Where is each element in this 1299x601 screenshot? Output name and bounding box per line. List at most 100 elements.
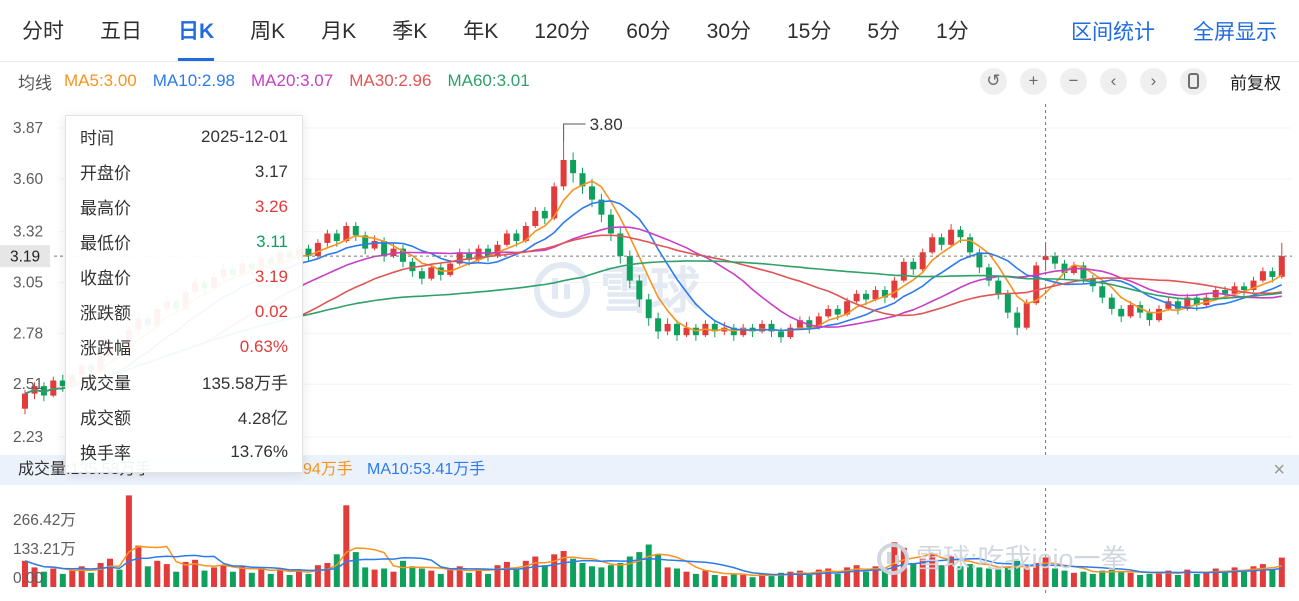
fullscreen-link[interactable]: 全屏显示 <box>1193 20 1277 44</box>
period-toolbar: 分时 五日 日K 周K 月K 季K 年K 120分 60分 30分 15分 5分 1分 区间统计 全屏显示 <box>0 0 1299 62</box>
volume-bar <box>277 568 284 587</box>
volume-bar <box>1080 571 1087 587</box>
chart-control-icons: ↺ + − ‹ › <box>980 67 1207 95</box>
tab-timeline[interactable]: 分时 <box>22 20 64 43</box>
volume-bar <box>910 563 917 587</box>
undo-icon[interactable]: ↺ <box>980 67 1007 95</box>
volume-bar <box>560 551 567 587</box>
candle-body <box>1023 303 1030 328</box>
volume-bar <box>948 556 955 587</box>
ma-legend-item-5: MA5:3.00 <box>64 71 137 90</box>
candle-body <box>683 327 690 336</box>
zoom-in-icon[interactable]: + <box>1020 67 1047 95</box>
volume-bar <box>1004 566 1011 587</box>
tab-5min[interactable]: 5分 <box>867 20 901 43</box>
volume-bar <box>787 571 794 587</box>
candle-body <box>381 241 388 257</box>
tooltip-row: 开盘价 3.17 <box>66 154 302 189</box>
volume-bar <box>645 544 652 587</box>
candle-body <box>1222 290 1229 294</box>
candle-body <box>343 226 350 242</box>
candle-tooltip: 时间 2025-12-01 开盘价 3.17 最高价 3.26 最低价 3.11 收盘价 3.19… <box>65 115 303 473</box>
volume-bar <box>863 571 869 587</box>
price-axis-label: 3.87 <box>13 120 43 137</box>
volume-bar <box>844 567 851 587</box>
tooltip-label: 最低价 <box>80 234 131 253</box>
candle-body <box>664 323 671 332</box>
tooltip-label: 涨跌幅 <box>80 339 131 358</box>
scroll-right-icon[interactable]: › <box>1140 67 1167 95</box>
tab-60min[interactable]: 60分 <box>626 20 671 43</box>
volume-ma10-label: MA10:53.41万手 <box>367 461 486 478</box>
tab-monthly-k[interactable]: 月K <box>321 20 357 43</box>
price-axis-label: 3.60 <box>13 171 44 188</box>
volume-bar <box>1278 557 1285 587</box>
toolbar-links: 区间统计 全屏显示 <box>1071 0 1277 61</box>
tab-five-day[interactable]: 五日 <box>100 20 142 43</box>
volume-bar <box>50 568 57 587</box>
candle-body <box>1259 271 1266 281</box>
volume-bar <box>333 554 340 587</box>
candle-body <box>617 233 624 257</box>
tab-yearly-k[interactable]: 年K <box>463 20 499 43</box>
candle-body <box>352 226 359 236</box>
candle-body <box>674 323 680 336</box>
candle-body <box>768 323 775 332</box>
candle-body <box>400 248 406 262</box>
volume-bar <box>1070 572 1077 587</box>
volume-bar <box>201 570 208 587</box>
tab-15min[interactable]: 15分 <box>787 20 832 43</box>
tab-quarterly-k[interactable]: 季K <box>392 20 428 43</box>
volume-bar <box>211 567 217 587</box>
xueqiu-watermark-center: 雪球 <box>534 262 701 319</box>
zoom-out-icon[interactable]: − <box>1060 67 1087 95</box>
candle-body <box>390 248 397 257</box>
close-icon[interactable]: × <box>1273 459 1285 481</box>
adjust-mode-button[interactable]: 前复权 <box>1230 73 1281 93</box>
tooltip-value: 3.19 <box>254 266 288 286</box>
candle-body <box>948 229 955 245</box>
volume-bar <box>626 556 633 587</box>
volume-bar <box>59 573 66 587</box>
candle-body <box>796 320 803 328</box>
volume-bar <box>1108 569 1115 587</box>
tab-1min[interactable]: 1分 <box>936 20 969 43</box>
tab-weekly-k[interactable]: 周K <box>250 20 286 43</box>
candle-body <box>305 248 312 257</box>
volume-bar <box>22 560 28 587</box>
ma-legend-item-30: MA30:2.96 <box>349 71 432 90</box>
volume-bar <box>248 572 255 587</box>
volume-axis-label: 266.42万 <box>13 512 76 529</box>
price-axis-label: 2.78 <box>13 325 43 342</box>
volume-bar <box>31 567 38 587</box>
candle-body <box>929 237 936 253</box>
volume-bar <box>730 573 737 587</box>
volume-bar <box>1127 572 1134 587</box>
volume-ma10-line <box>24 554 1282 576</box>
volume-bar <box>967 564 973 587</box>
volume-bar <box>929 554 936 587</box>
volume-bar <box>1241 571 1247 587</box>
tab-120min[interactable]: 120分 <box>534 20 591 43</box>
volume-bar <box>182 561 189 587</box>
candle-body <box>976 252 983 268</box>
volume-bar <box>1014 560 1021 587</box>
tooltip-value: 3.17 <box>254 161 288 181</box>
candle-body <box>579 173 586 187</box>
candle-body <box>711 323 718 332</box>
tab-daily-k[interactable]: 日K <box>178 0 215 61</box>
candle-body <box>967 237 973 253</box>
price-axis-label: 2.51 <box>13 376 43 393</box>
scroll-left-icon[interactable]: ‹ <box>1100 67 1127 95</box>
mobile-view-icon[interactable] <box>1180 67 1207 95</box>
candle-body <box>778 331 784 338</box>
range-stats-link[interactable]: 区间统计 <box>1071 20 1155 44</box>
peak-annotation-line <box>563 123 586 142</box>
tooltip-value: 0.63% <box>239 336 288 356</box>
tab-30min[interactable]: 30分 <box>706 20 751 43</box>
tooltip-row: 收盘价 3.19 <box>66 259 302 294</box>
volume-bar <box>702 570 709 587</box>
volume-bar <box>768 576 775 587</box>
tooltip-row: 换手率 13.76% <box>66 434 302 469</box>
candle-body <box>409 261 416 272</box>
